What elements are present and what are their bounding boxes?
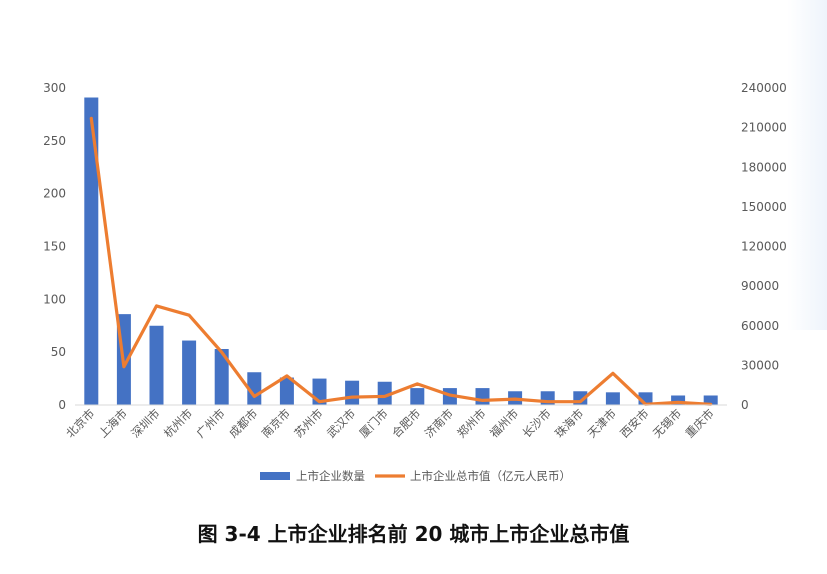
bar-11 — [410, 388, 425, 405]
x-category-label-18: 西安市 — [617, 406, 651, 440]
figure-caption: 图 3-4 上市企业排名前 20 城市上市企业总市值 — [197, 522, 630, 546]
bar-20 — [703, 395, 718, 405]
y-right-tick-4: 120000 — [741, 240, 787, 254]
y-left-tick-2: 100 — [43, 292, 66, 306]
line-series-market-cap — [89, 116, 713, 406]
x-category-label-9: 武汉市 — [324, 406, 358, 440]
y-left-tick-3: 150 — [43, 240, 66, 254]
x-category-label-15: 长沙市 — [520, 406, 554, 440]
y-left-tick-0: 0 — [58, 398, 66, 412]
x-category-label-7: 南京市 — [259, 406, 293, 440]
x-category-label-1: 北京市 — [63, 406, 97, 440]
y-axis-right: 0 30000 60000 90000 120000 150000 180000 210000… — [741, 81, 787, 412]
y-right-tick-6: 180000 — [741, 160, 787, 174]
x-category-label-10: 厦门市 — [357, 406, 391, 440]
bar-17 — [605, 392, 620, 405]
x-category-label-6: 成都市 — [226, 406, 260, 440]
combo-chart: 0 50 100 150 200 250 300 0 30000 60000 90000 12000… — [43, 81, 787, 483]
y-left-tick-4: 200 — [43, 187, 66, 201]
y-right-tick-2: 60000 — [741, 319, 779, 333]
x-category-label-19: 无锡市 — [650, 406, 684, 440]
bar-4 — [182, 340, 197, 405]
bar-10 — [377, 381, 392, 405]
y-left-tick-6: 300 — [43, 81, 66, 95]
bar-3 — [149, 325, 164, 405]
legend-label-count: 上市企业数量 — [296, 469, 365, 483]
x-category-label-4: 杭州市 — [161, 406, 195, 440]
y-left-tick-1: 50 — [51, 345, 66, 359]
y-right-tick-3: 90000 — [741, 279, 779, 293]
legend-swatch-count — [260, 472, 290, 480]
x-axis-categories: 北京市上海市深圳市杭州市广州市成都市南京市苏州市武汉市厦门市合肥市济南市郑州市福… — [63, 406, 717, 440]
bar-7 — [279, 377, 294, 405]
bar-6 — [247, 372, 262, 405]
x-category-label-3: 深圳市 — [128, 406, 162, 440]
legend-label-market-cap: 上市企业总市值（亿元人民币） — [410, 469, 571, 483]
y-right-tick-5: 150000 — [741, 200, 787, 214]
x-category-label-13: 郑州市 — [454, 406, 488, 440]
bar-1 — [84, 97, 99, 405]
bar-series — [84, 97, 718, 405]
y-right-tick-7: 210000 — [741, 121, 787, 135]
bar-5 — [214, 348, 229, 405]
y-right-tick-0: 0 — [741, 398, 749, 412]
x-category-label-11: 合肥市 — [389, 406, 423, 440]
x-category-label-16: 珠海市 — [552, 406, 586, 440]
bar-19 — [671, 395, 686, 405]
y-left-tick-5: 250 — [43, 134, 66, 148]
x-category-label-20: 重庆市 — [683, 406, 717, 440]
legend: 上市企业数量 上市企业总市值（亿元人民币） — [260, 469, 571, 483]
bar-13 — [475, 388, 490, 405]
x-category-label-2: 上海市 — [96, 406, 130, 440]
x-category-label-14: 福州市 — [487, 406, 521, 440]
x-category-label-5: 广州市 — [194, 406, 228, 440]
x-category-label-17: 天津市 — [585, 406, 619, 440]
y-right-tick-8: 240000 — [741, 81, 787, 95]
y-right-tick-1: 30000 — [741, 358, 779, 372]
y-axis-left: 0 50 100 150 200 250 300 — [43, 81, 66, 412]
x-category-label-8: 苏州市 — [291, 406, 325, 440]
decorative-edge — [787, 0, 827, 330]
x-category-label-12: 济南市 — [422, 406, 456, 440]
bar-9 — [345, 380, 360, 405]
